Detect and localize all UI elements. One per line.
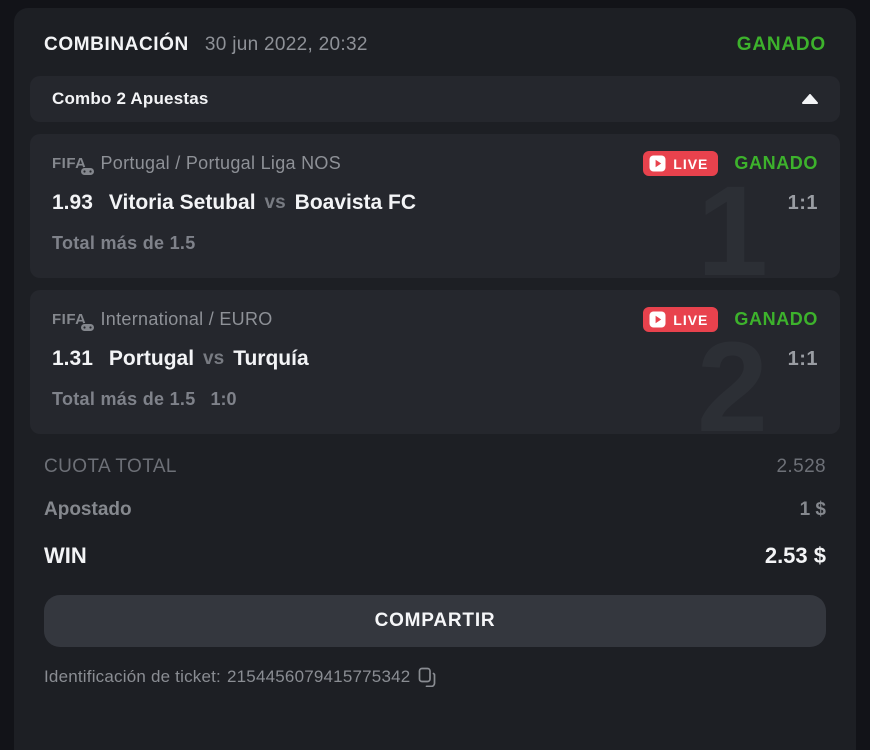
- bet2-score: 1:1: [787, 347, 818, 370]
- bet2-market-row: Total más de 1.5 1:0: [52, 389, 818, 410]
- share-button[interactable]: COMPARTIR: [44, 595, 826, 647]
- bet1-odds: 1.93: [52, 191, 93, 214]
- total-odds-label: CUOTA TOTAL: [44, 456, 177, 477]
- bet2-odds: 1.31: [52, 347, 93, 370]
- bet2-league-row: FIFA International / EURO LIVE GANADO: [52, 307, 818, 332]
- gamepad-icon: [79, 167, 95, 176]
- ticket-id-row: Identificación de ticket: 21544560794157…: [44, 667, 826, 687]
- slip-type-title: COMBINACIÓN: [44, 34, 189, 55]
- bet1-league-row: FIFA Portugal / Portugal Liga NOS LIVE G…: [52, 151, 818, 176]
- slip-status-badge: GANADO: [736, 34, 826, 55]
- live-label: LIVE: [673, 311, 709, 328]
- bet2-status-badge: GANADO: [734, 309, 818, 329]
- stake-row: Apostado 1 $: [44, 499, 826, 521]
- ticket-id-label: Identificación de ticket:: [44, 667, 221, 686]
- play-icon: [649, 155, 666, 172]
- win-label: WIN: [44, 543, 87, 568]
- bet-number-watermark: 1: [696, 160, 768, 279]
- bet2-market: Total más de 1.5: [52, 389, 196, 409]
- total-odds-value: 2.528: [776, 456, 826, 477]
- bet2-home-team: Portugal: [108, 347, 195, 370]
- bet2-market-score: 1:0: [210, 389, 237, 409]
- combo-label: Combo 2 Apuestas: [52, 89, 209, 108]
- bet1-league: Portugal / Portugal Liga NOS: [100, 153, 342, 173]
- live-badge: LIVE: [643, 151, 719, 176]
- stake-label: Apostado: [44, 499, 132, 520]
- combo-collapse-bar[interactable]: Combo 2 Apuestas: [30, 76, 840, 122]
- vs-label: vs: [264, 192, 286, 213]
- ticket-id-value: 2154456079415775342: [226, 667, 411, 686]
- play-icon: [649, 311, 666, 328]
- total-odds-row: CUOTA TOTAL 2.528: [44, 456, 826, 478]
- win-value: 2.53 $: [764, 543, 826, 568]
- bet1-away-team: Boavista FC: [294, 191, 417, 214]
- gamepad-icon: [79, 323, 95, 332]
- bet-slip-card: COMBINACIÓN 30 jun 2022, 20:32 GANADO Co…: [14, 8, 856, 750]
- chevron-up-icon[interactable]: [802, 94, 818, 104]
- bet-card-2: 2 FIFA International / EURO LIVE: [30, 290, 840, 434]
- live-label: LIVE: [673, 155, 709, 172]
- bet2-match-row: 1.31 Portugal vs Turquía 1:1: [52, 347, 818, 371]
- bet1-market: Total más de 1.5: [52, 233, 196, 253]
- slip-summary: CUOTA TOTAL 2.528 Apostado 1 $ WIN 2.53 …: [14, 434, 856, 569]
- vs-label: vs: [203, 348, 225, 369]
- bet1-status-badge: GANADO: [734, 153, 818, 173]
- bet1-match-row: 1.93 Vitoria Setubal vs Boavista FC 1:1: [52, 191, 818, 215]
- bet-card-1: 1 FIFA Portugal / Portugal Liga NOS LIVE: [30, 134, 840, 278]
- fifa-esports-icon: FIFA: [52, 155, 95, 176]
- stake-value: 1 $: [799, 499, 826, 520]
- live-badge: LIVE: [643, 307, 719, 332]
- slip-header: COMBINACIÓN 30 jun 2022, 20:32 GANADO: [14, 8, 856, 74]
- copy-icon[interactable]: [418, 667, 436, 687]
- bet1-home-team: Vitoria Setubal: [108, 191, 256, 214]
- win-row: WIN 2.53 $: [44, 543, 826, 569]
- bet2-away-team: Turquía: [233, 347, 309, 370]
- bet1-score: 1:1: [787, 191, 818, 214]
- fifa-esports-icon: FIFA: [52, 311, 95, 332]
- bet2-league: International / EURO: [100, 309, 273, 329]
- slip-datetime: 30 jun 2022, 20:32: [204, 34, 368, 55]
- bet1-market-row: Total más de 1.5: [52, 233, 818, 254]
- bet-number-watermark: 2: [696, 316, 768, 435]
